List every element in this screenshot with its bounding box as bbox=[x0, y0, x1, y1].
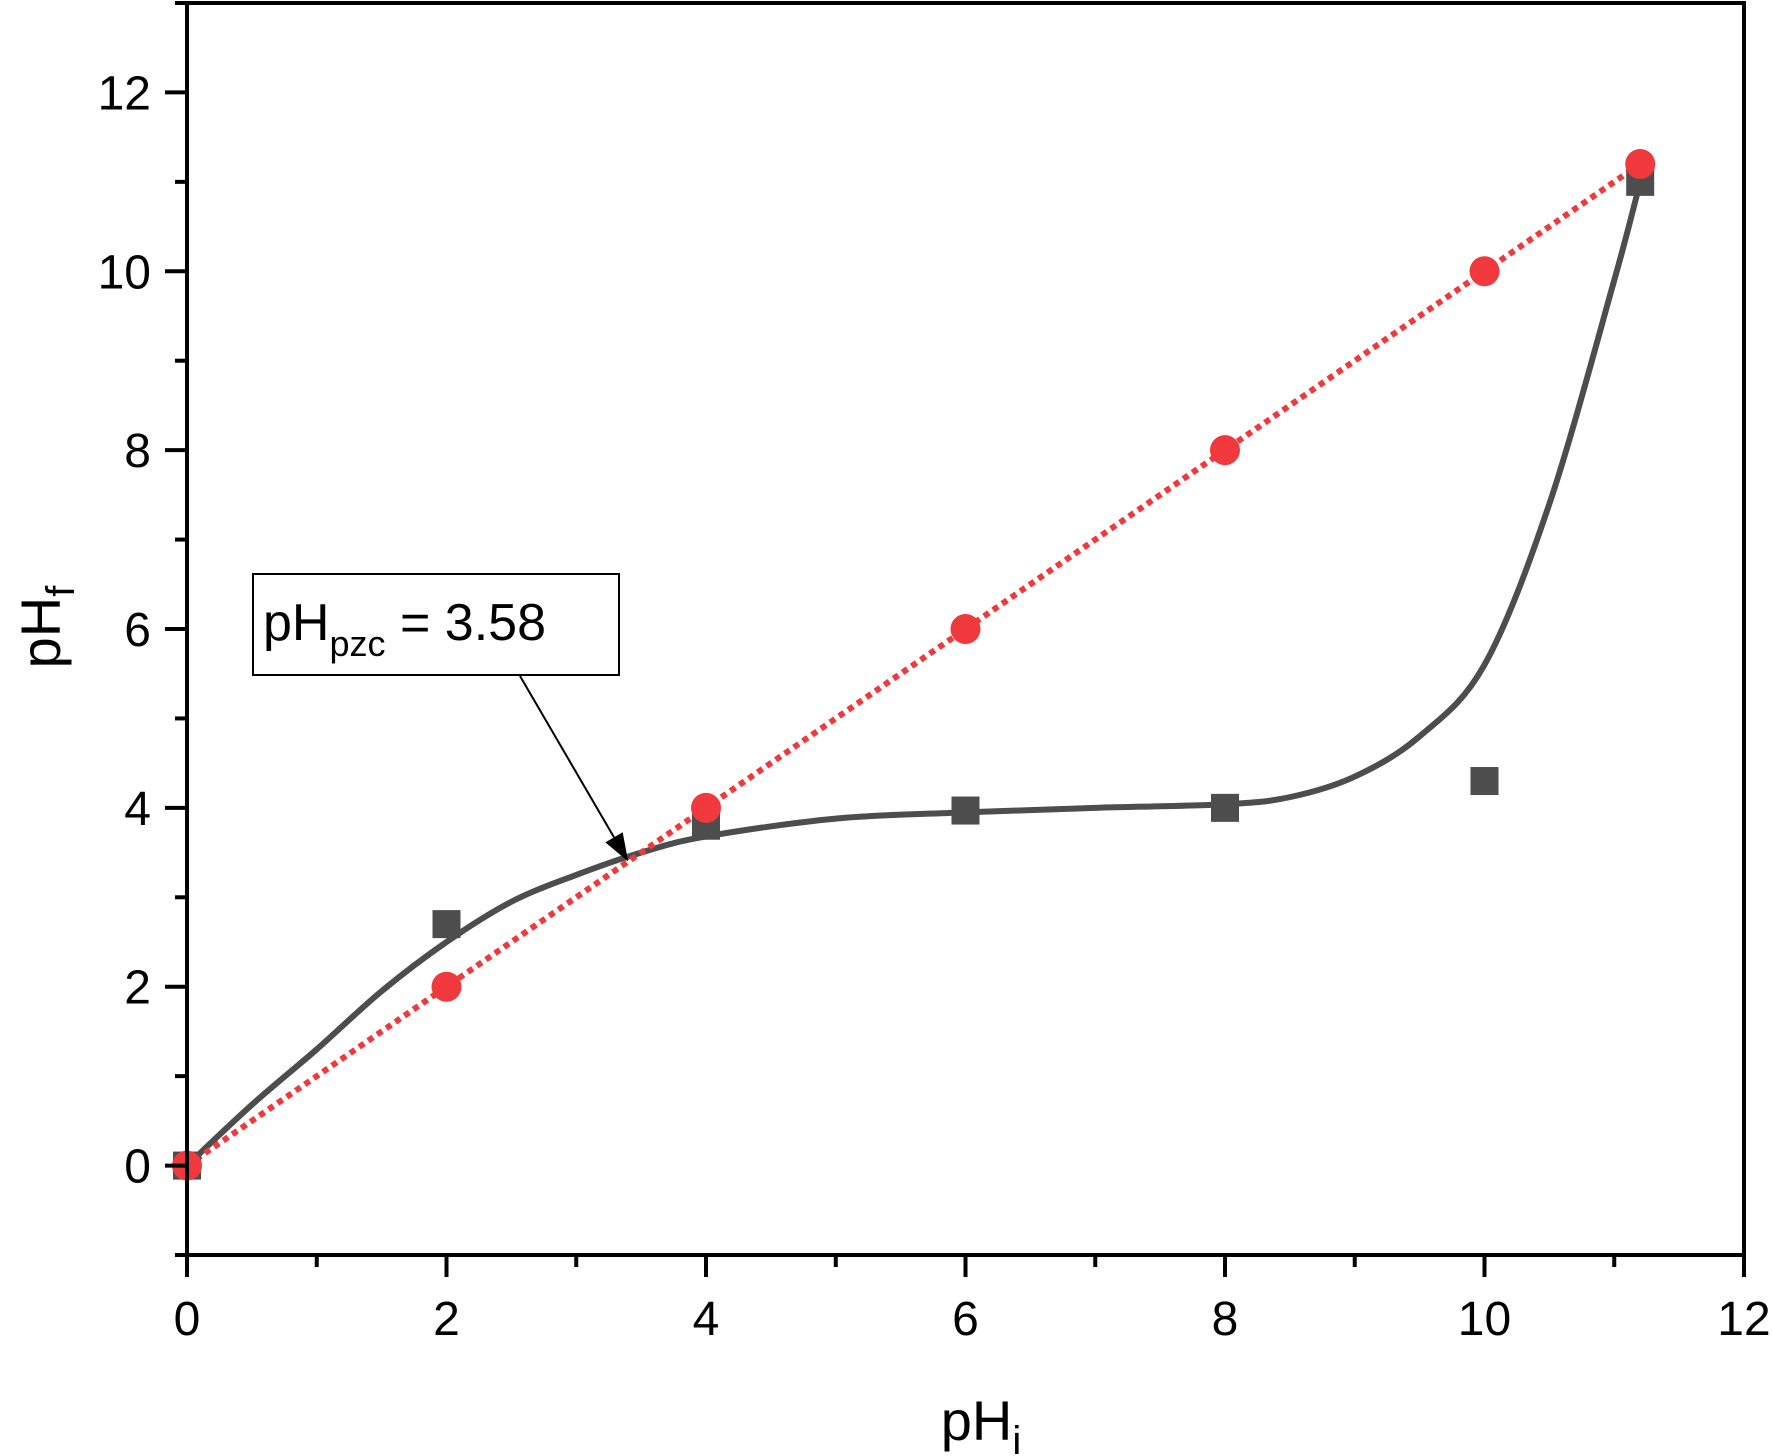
square-point bbox=[1470, 767, 1499, 796]
y-tick-label: 2 bbox=[124, 962, 151, 1015]
circle-point bbox=[1210, 435, 1240, 466]
circle-point bbox=[431, 971, 462, 1002]
y-tick-label: 8 bbox=[124, 425, 151, 478]
square-point bbox=[951, 796, 980, 825]
x-tick-label: 2 bbox=[433, 1293, 460, 1346]
square-point bbox=[432, 910, 461, 939]
circle-point bbox=[1625, 148, 1656, 179]
circle-point bbox=[691, 792, 721, 823]
x-tick-label: 4 bbox=[693, 1293, 720, 1346]
y-tick-label: 0 bbox=[124, 1141, 151, 1194]
circle-point bbox=[1469, 256, 1500, 287]
square-point bbox=[1211, 793, 1239, 822]
x-tick-label: 10 bbox=[1458, 1293, 1511, 1346]
y-tick-label: 12 bbox=[98, 67, 151, 120]
y-tick-label: 10 bbox=[98, 246, 151, 299]
circle-point bbox=[950, 614, 981, 644]
annotation-box bbox=[252, 573, 620, 676]
x-tick-label: 8 bbox=[1212, 1293, 1239, 1346]
annotation-text: pHpzc = 3.58 bbox=[263, 594, 546, 664]
x-tick-label: 6 bbox=[952, 1293, 979, 1346]
y-tick-label: 4 bbox=[124, 783, 151, 836]
y-tick-label: 6 bbox=[124, 604, 151, 657]
x-axis-label: pHi bbox=[941, 1389, 1021, 1456]
arrowhead-icon bbox=[605, 832, 629, 862]
x-tick-label: 12 bbox=[1717, 1293, 1770, 1346]
annotation: pHpzc = 3.58 bbox=[252, 573, 629, 862]
x-tick-label: 0 bbox=[174, 1293, 201, 1346]
annotation-arrow bbox=[519, 675, 615, 838]
y-axis-label: pHf bbox=[9, 585, 83, 669]
